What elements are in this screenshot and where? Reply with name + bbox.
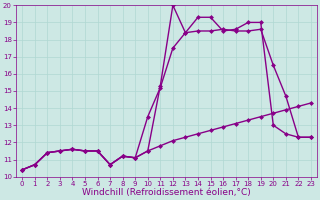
X-axis label: Windchill (Refroidissement éolien,°C): Windchill (Refroidissement éolien,°C) [82,188,251,197]
